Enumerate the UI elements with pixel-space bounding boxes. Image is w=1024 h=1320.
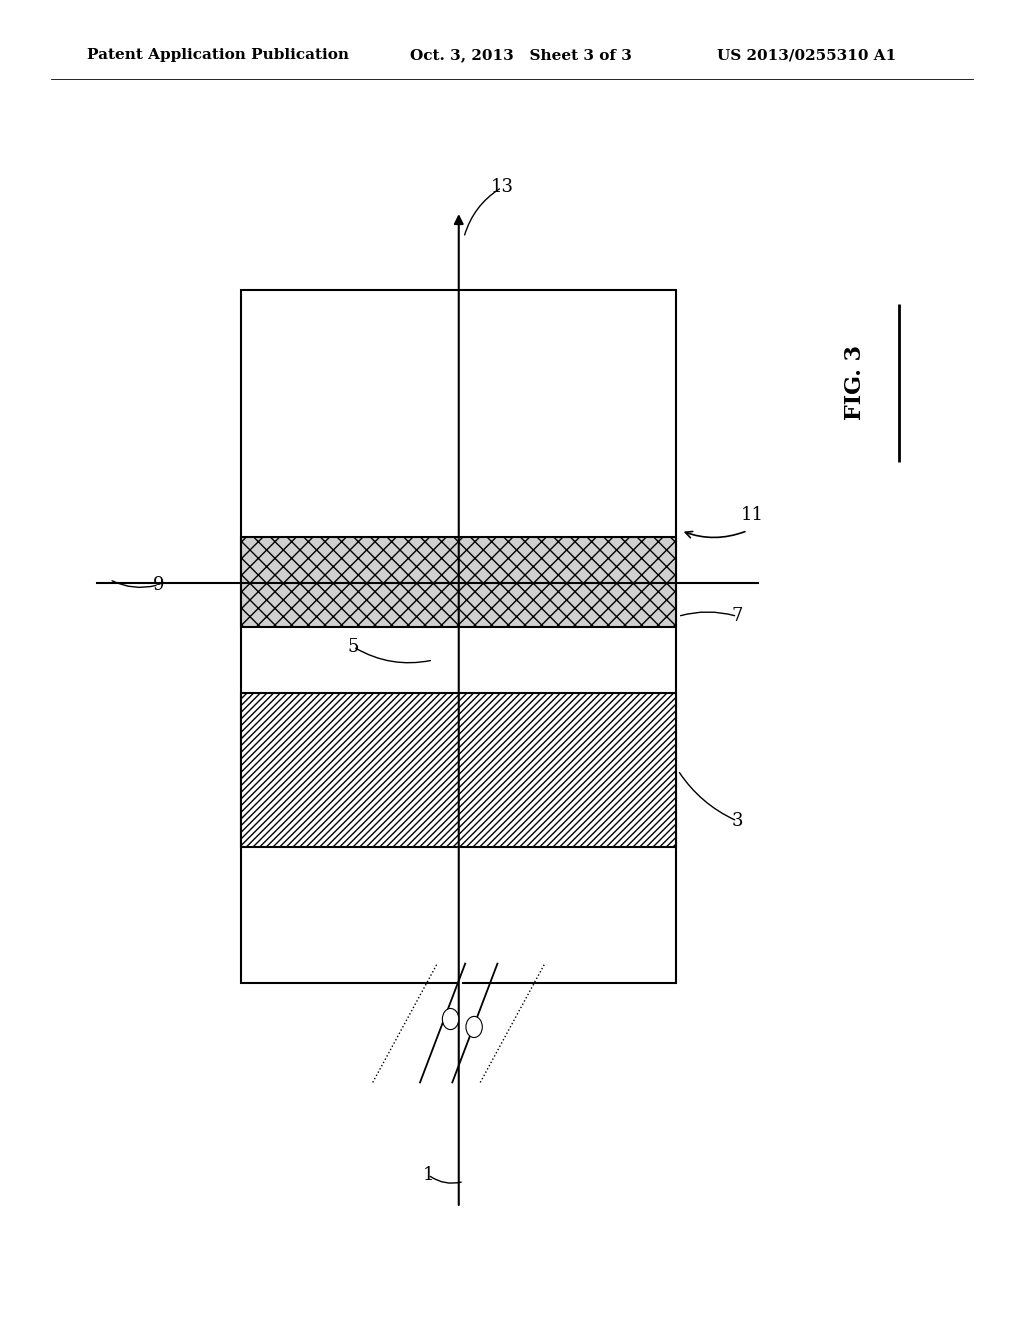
Bar xyxy=(241,290,676,983)
Text: 5: 5 xyxy=(347,638,359,656)
Bar xyxy=(241,693,676,847)
Text: 7: 7 xyxy=(731,607,743,626)
Text: Patent Application Publication: Patent Application Publication xyxy=(87,49,349,62)
Text: 11: 11 xyxy=(741,506,764,524)
Text: 9: 9 xyxy=(153,576,165,594)
Text: Oct. 3, 2013   Sheet 3 of 3: Oct. 3, 2013 Sheet 3 of 3 xyxy=(410,49,632,62)
Bar xyxy=(241,537,676,627)
Circle shape xyxy=(466,1016,482,1038)
Circle shape xyxy=(442,1008,459,1030)
Text: FIG. 3: FIG. 3 xyxy=(844,346,866,420)
Text: 3: 3 xyxy=(731,812,743,830)
Text: 1: 1 xyxy=(422,1166,434,1184)
Text: 13: 13 xyxy=(490,178,513,197)
Text: US 2013/0255310 A1: US 2013/0255310 A1 xyxy=(717,49,896,62)
